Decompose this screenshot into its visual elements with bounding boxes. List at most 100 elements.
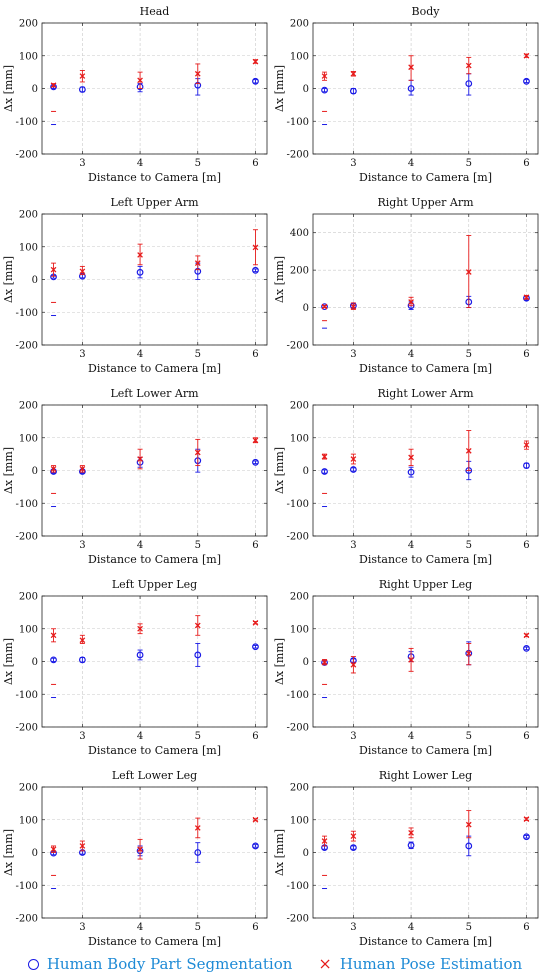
chart-title: Body <box>412 5 441 18</box>
data-point-pose <box>350 303 357 310</box>
data-point-pose <box>523 632 530 639</box>
data-point-pose <box>252 619 259 626</box>
data-point-pose <box>465 447 472 454</box>
legend-label-pose: Human Pose Estimation <box>339 955 523 973</box>
x-tick-label: 3 <box>350 158 356 169</box>
x-tick-label: 3 <box>350 731 356 742</box>
y-tick-label: -200 <box>16 723 38 734</box>
data-point-segmentation <box>78 86 86 93</box>
x-tick-label: 6 <box>523 158 529 169</box>
x-axis-label: Distance to Camera [m] <box>88 935 221 948</box>
x-tick-label: 4 <box>137 540 143 551</box>
data-point-segmentation <box>78 656 86 664</box>
x-tick-label: 4 <box>137 349 143 360</box>
data-point-pose <box>523 52 530 59</box>
data-point-pose <box>137 625 143 632</box>
data-point-pose <box>252 437 259 444</box>
y-tick-label: 400 <box>290 228 309 239</box>
y-tick-label: 200 <box>19 592 38 603</box>
data-point-pose <box>137 846 143 853</box>
data-point-pose <box>50 466 57 472</box>
x-tick-label: 6 <box>252 540 258 551</box>
data-point-pose <box>523 294 530 301</box>
data-point-pose <box>408 657 414 663</box>
y-axis-label: Δx [mm] <box>273 829 286 876</box>
data-point-pose <box>321 659 328 666</box>
y-tick-label: 200 <box>19 19 38 30</box>
y-tick-label: 100 <box>290 624 309 635</box>
y-tick-label: 0 <box>303 657 309 668</box>
y-tick-label: -200 <box>287 341 309 352</box>
chart-panel: -200 -100 0 100 200 3 4 5 6 Left Lower Arm Distanc… <box>2 387 268 566</box>
data-point-segmentation <box>252 77 259 85</box>
plot-frame <box>312 213 539 346</box>
data-point-pose <box>194 70 201 77</box>
data-point-segmentation <box>523 645 530 652</box>
data-point-segmentation <box>321 303 328 311</box>
data-point-segmentation <box>252 266 259 274</box>
chart-panel: -200 -100 0 100 200 3 4 5 6 Head Distance to Camer… <box>2 5 268 184</box>
x-axis-label: Distance to Camera [m] <box>88 553 221 566</box>
x-tick-label: 4 <box>408 731 414 742</box>
data-point-segmentation <box>465 80 473 87</box>
y-tick-label: -100 <box>16 117 38 128</box>
legend-item-pose: × Human Pose Estimation <box>318 955 522 973</box>
data-point-pose <box>137 252 143 258</box>
y-tick-label: 0 <box>32 848 38 859</box>
chart-title: Left Upper Leg <box>112 578 197 591</box>
data-point-pose <box>137 456 143 462</box>
x-tick-label: 6 <box>523 349 529 360</box>
x-axis-label: Distance to Camera [m] <box>359 744 492 757</box>
data-point-pose <box>50 846 57 853</box>
legend-label-segmentation: Human Body Part Segmentation <box>46 955 293 973</box>
data-point-segmentation <box>136 268 144 276</box>
chart-title: Left Lower Arm <box>110 387 199 400</box>
data-point-pose <box>79 73 86 79</box>
x-tick-label: 3 <box>79 922 85 933</box>
data-point-segmentation <box>349 87 357 95</box>
y-tick-label: 100 <box>19 433 38 444</box>
x-tick-label: 5 <box>195 349 201 360</box>
y-tick-label: 100 <box>19 815 38 826</box>
y-tick-label: 0 <box>32 275 38 286</box>
legend: Human Body Part Segmentation × Human Pos… <box>0 952 550 976</box>
x-tick-label: 5 <box>466 922 472 933</box>
y-tick-label: 100 <box>290 815 309 826</box>
y-tick-label: -100 <box>287 690 309 701</box>
data-point-segmentation <box>194 849 202 856</box>
y-tick-label: 200 <box>19 401 38 412</box>
data-point-pose <box>465 269 472 275</box>
y-tick-label: 100 <box>19 242 38 253</box>
y-tick-label: -100 <box>287 499 309 510</box>
y-tick-label: 0 <box>303 848 309 859</box>
x-axis-label: Distance to Camera [m] <box>88 362 221 375</box>
chart-title: Left Lower Leg <box>112 769 197 782</box>
y-axis-label: Δx [mm] <box>2 638 15 685</box>
data-point-segmentation <box>252 643 259 651</box>
data-point-pose <box>252 244 259 251</box>
x-tick-label: 4 <box>137 158 143 169</box>
data-point-pose <box>350 456 357 462</box>
x-tick-label: 3 <box>350 349 356 360</box>
x-axis-label: Distance to Camera [m] <box>359 171 492 184</box>
data-point-segmentation <box>465 842 473 850</box>
y-tick-label: 100 <box>290 51 309 62</box>
y-tick-label: -100 <box>16 690 38 701</box>
y-tick-label: 200 <box>290 19 309 30</box>
data-point-pose <box>321 453 328 460</box>
data-point-pose <box>465 62 472 69</box>
data-point-segmentation <box>407 85 415 92</box>
data-point-segmentation <box>321 86 328 94</box>
y-tick-label: 200 <box>290 401 309 412</box>
y-tick-label: -100 <box>16 881 38 892</box>
data-point-pose <box>321 73 328 79</box>
data-point-pose <box>252 816 259 823</box>
data-point-pose <box>50 632 57 639</box>
y-tick-label: -200 <box>287 150 309 161</box>
data-point-pose <box>465 821 472 828</box>
data-point-pose <box>408 454 414 461</box>
data-point-segmentation <box>407 468 415 476</box>
x-tick-label: 6 <box>523 540 529 551</box>
y-tick-label: -200 <box>287 532 309 543</box>
chart-panel: -200 0 200 400 3 4 5 6 Right Upper Arm Distance t… <box>273 196 539 375</box>
